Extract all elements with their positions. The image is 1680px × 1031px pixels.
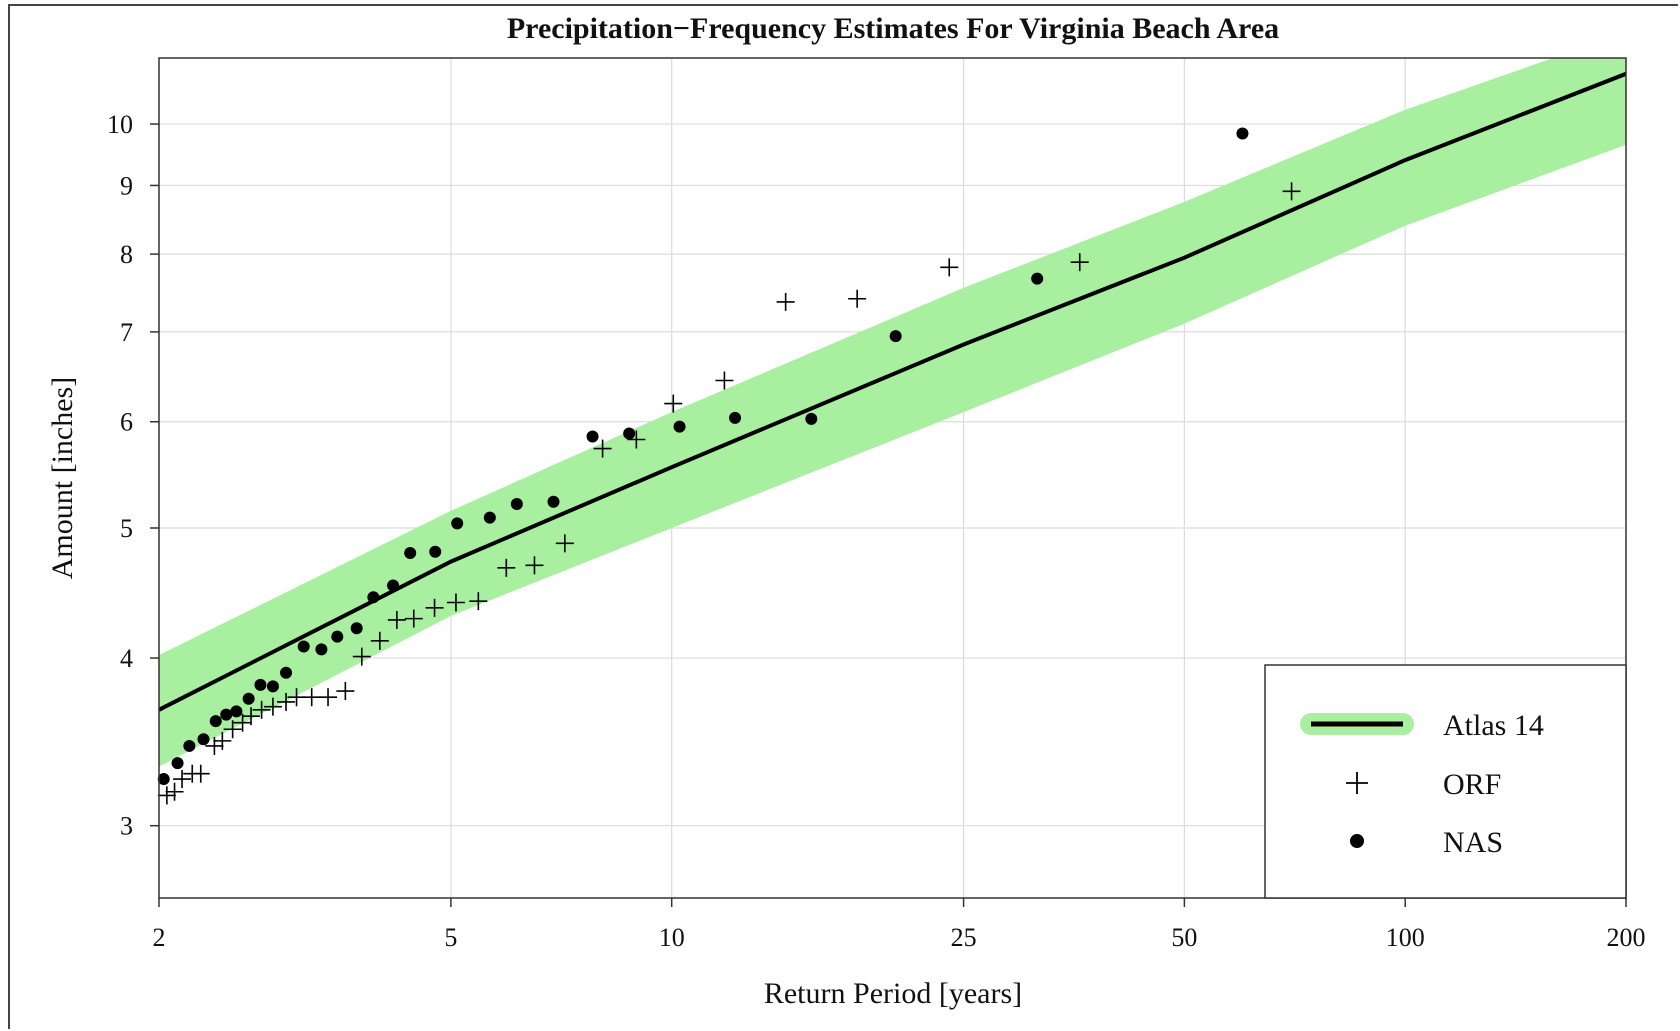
nas-point — [209, 715, 222, 728]
nas-point — [623, 427, 636, 440]
orf-point — [664, 394, 683, 413]
orf-point — [165, 782, 184, 801]
orf-point — [263, 697, 282, 716]
orf-point — [593, 439, 612, 458]
orf-point — [425, 598, 444, 617]
nas-point — [483, 511, 496, 524]
y-axis-label: Amount [inches] — [46, 377, 79, 579]
orf-point — [1070, 253, 1089, 272]
nas-point — [451, 517, 464, 530]
y-tick-label-4: 4 — [120, 644, 133, 673]
nas-point — [673, 420, 686, 433]
nas-point — [387, 579, 400, 592]
y-tick-label-10: 10 — [107, 110, 133, 139]
legend: Atlas 14 ORF NAS — [1264, 664, 1627, 899]
chart-title: Precipitation−Frequency Estimates For Vi… — [507, 12, 1279, 45]
legend-label-nas: NAS — [1443, 826, 1503, 859]
x-tick-label-100: 100 — [1386, 923, 1425, 952]
observation-points-layer — [157, 127, 1301, 805]
nas-point — [266, 680, 279, 693]
x-tick-label-5: 5 — [444, 923, 457, 952]
nas-point — [242, 692, 255, 705]
nas-point — [297, 640, 310, 653]
legend-nas-marker — [1350, 834, 1364, 848]
orf-point — [404, 609, 423, 628]
nas-point — [230, 705, 243, 718]
orf-point — [191, 764, 210, 783]
orf-point — [848, 289, 867, 308]
y-tick-label-9: 9 — [120, 171, 133, 200]
orf-point — [223, 720, 242, 739]
orf-point — [497, 558, 516, 577]
confidence-band-layer — [159, 58, 1626, 767]
nas-point — [586, 430, 599, 443]
y-tick-label-5: 5 — [120, 514, 133, 543]
orf-point — [319, 688, 338, 707]
y-tick-label-8: 8 — [120, 240, 133, 269]
orf-point — [302, 688, 321, 707]
orf-point — [627, 430, 646, 449]
nas-point — [1236, 127, 1249, 140]
atlas14-confidence-band — [159, 58, 1626, 767]
nas-point — [331, 630, 344, 643]
orf-point — [387, 610, 406, 629]
nas-point — [1031, 272, 1044, 285]
nas-point — [280, 666, 293, 679]
figure-frame — [8, 4, 1678, 1029]
nas-point — [429, 545, 442, 558]
nas-point — [805, 412, 818, 425]
orf-point — [252, 700, 271, 719]
nas-point — [404, 547, 417, 560]
x-axis-label: Return Period [years] — [764, 977, 1022, 1010]
orf-point — [336, 682, 355, 701]
orf-point — [370, 631, 389, 650]
orf-point — [277, 692, 296, 711]
nas-point — [157, 773, 170, 786]
orf-point — [446, 593, 465, 612]
nas-point — [350, 622, 363, 635]
orf-point — [173, 770, 192, 789]
nas-point — [220, 708, 233, 721]
nas-point — [315, 643, 328, 656]
orf-point — [555, 534, 574, 553]
plot-area-border — [158, 57, 1627, 899]
orf-point — [242, 707, 261, 726]
orf-point — [157, 786, 176, 805]
nas-point — [171, 757, 184, 770]
nas-point — [197, 733, 210, 746]
nas-point — [729, 411, 742, 424]
atlas14-line — [159, 71, 1626, 712]
y-tick-label-3: 3 — [120, 812, 133, 841]
y-tick-label-7: 7 — [120, 318, 133, 347]
nas-point — [254, 678, 267, 691]
orf-point — [205, 736, 224, 755]
orf-point — [287, 688, 306, 707]
y-tick-label-6: 6 — [120, 408, 133, 437]
legend-label-atlas-14: Atlas 14 — [1443, 709, 1544, 742]
x-tick-label-200: 200 — [1607, 923, 1646, 952]
nas-point — [547, 495, 560, 508]
orf-point — [352, 647, 371, 666]
orf-point — [525, 556, 544, 575]
orf-point — [1282, 182, 1301, 201]
orf-point — [213, 731, 232, 750]
nas-point — [367, 591, 380, 604]
atlas14-line-layer — [159, 71, 1626, 712]
x-tick-label-10: 10 — [659, 923, 685, 952]
nas-point — [510, 498, 523, 511]
legend-label-orf: ORF — [1443, 768, 1501, 801]
orf-point — [940, 258, 959, 277]
orf-point — [776, 292, 795, 311]
orf-point — [469, 592, 488, 611]
orf-point — [715, 371, 734, 390]
legend-box — [1264, 664, 1627, 899]
nas-point — [889, 330, 902, 343]
x-tick-label-50: 50 — [1171, 923, 1197, 952]
x-tick-label-25: 25 — [951, 923, 977, 952]
x-tick-label-2: 2 — [153, 923, 166, 952]
nas-point — [183, 739, 196, 752]
